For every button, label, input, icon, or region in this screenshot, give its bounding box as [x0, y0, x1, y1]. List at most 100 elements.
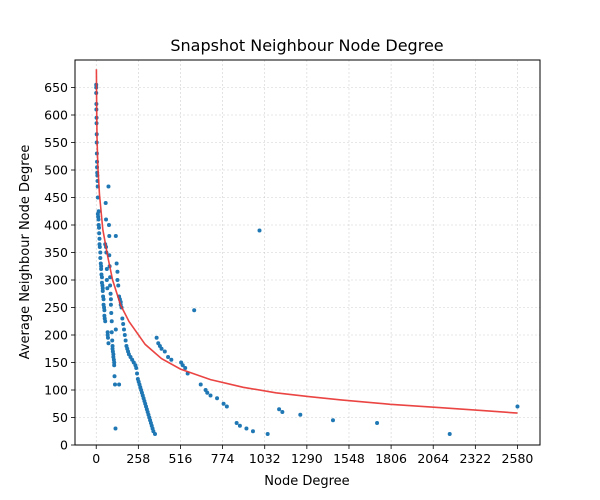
data-point	[108, 283, 113, 288]
x-tick-label: 1032	[249, 451, 281, 466]
data-point	[109, 311, 114, 315]
data-point	[108, 297, 113, 302]
data-point	[108, 302, 113, 307]
x-axis-ticks: 0 258 516 774 1032 1290 1548 1806 2064 2322 2580	[92, 445, 533, 466]
data-point	[447, 432, 452, 436]
data-point	[115, 269, 120, 274]
y-tick-label: 650	[44, 80, 68, 95]
data-point	[97, 236, 102, 241]
x-tick-label: 1548	[333, 451, 365, 466]
data-point	[123, 338, 128, 343]
data-point	[106, 223, 111, 227]
data-point	[110, 344, 115, 348]
fit-curve	[95, 69, 518, 414]
y-tick-label: 550	[44, 135, 68, 150]
data-point	[98, 250, 103, 255]
data-point	[198, 382, 203, 387]
data-point	[110, 338, 115, 343]
y-tick-label: 200	[44, 328, 68, 343]
data-point	[162, 349, 167, 354]
data-point	[112, 374, 117, 379]
data-point	[105, 335, 110, 340]
y-tick-label: 350	[44, 245, 68, 260]
data-point	[257, 228, 262, 233]
data-point	[101, 297, 106, 302]
data-point	[330, 418, 335, 423]
data-point	[112, 363, 117, 368]
x-tick-label: 516	[169, 451, 193, 466]
data-point	[224, 404, 229, 409]
y-tick-label: 50	[52, 410, 68, 425]
data-point	[95, 195, 100, 200]
y-tick-label: 300	[44, 273, 68, 288]
y-tick-label: 100	[44, 383, 68, 398]
data-point	[117, 382, 122, 387]
data-point	[112, 360, 117, 365]
x-tick-label: 2064	[417, 451, 449, 466]
data-point	[104, 267, 109, 271]
data-point	[244, 426, 249, 431]
data-point	[183, 366, 188, 370]
x-tick-label: 1290	[291, 451, 323, 466]
data-point	[166, 355, 171, 359]
data-point	[250, 429, 255, 434]
data-point	[122, 333, 127, 337]
data-point	[106, 184, 111, 189]
y-axis-label: Average Neighbour Node Degree	[18, 145, 33, 360]
data-point	[105, 330, 110, 335]
data-point	[192, 308, 197, 313]
data-point	[159, 346, 164, 351]
data-point	[98, 256, 103, 260]
data-point	[96, 217, 101, 222]
data-point	[115, 278, 120, 282]
x-tick-label: 0	[92, 451, 100, 466]
x-tick-label: 258	[126, 451, 150, 466]
data-point	[111, 352, 116, 357]
data-point	[113, 426, 118, 431]
data-point	[106, 341, 111, 346]
data-point	[113, 327, 118, 332]
y-tick-label: 450	[44, 190, 68, 205]
data-point	[108, 291, 113, 296]
data-point	[97, 225, 102, 230]
data-point	[221, 401, 226, 406]
data-point	[277, 407, 282, 412]
data-point	[135, 371, 140, 376]
data-point	[109, 330, 114, 335]
data-point	[99, 267, 104, 271]
data-point	[121, 322, 126, 326]
data-point	[120, 316, 125, 321]
x-axis-label: Node Degree	[264, 474, 349, 489]
data-point	[105, 286, 110, 291]
x-tick-label: 2580	[502, 451, 534, 466]
y-tick-label: 250	[44, 300, 68, 315]
x-tick-label: 2322	[459, 451, 491, 466]
data-point	[121, 327, 126, 332]
data-point	[215, 396, 220, 401]
data-point	[103, 201, 108, 205]
y-tick-label: 600	[44, 108, 68, 123]
data-point	[234, 421, 239, 425]
data-point	[113, 382, 118, 387]
data-point	[113, 234, 118, 238]
data-point	[109, 319, 114, 324]
data-point	[154, 335, 159, 340]
data-point	[97, 231, 102, 236]
data-point	[169, 357, 174, 362]
x-tick-label: 774	[211, 451, 235, 466]
data-point	[104, 217, 109, 222]
data-point	[153, 432, 158, 436]
data-point	[96, 209, 101, 214]
y-tick-label: 150	[44, 355, 68, 370]
data-point	[515, 404, 520, 409]
data-point	[134, 366, 139, 370]
y-tick-label: 500	[44, 163, 68, 178]
y-tick-label: 400	[44, 218, 68, 233]
fit-curve-group	[95, 69, 518, 414]
data-point	[265, 432, 270, 436]
data-point	[280, 410, 285, 414]
chart-title: Snapshot Neighbour Node Degree	[170, 36, 443, 55]
data-point	[104, 278, 109, 282]
